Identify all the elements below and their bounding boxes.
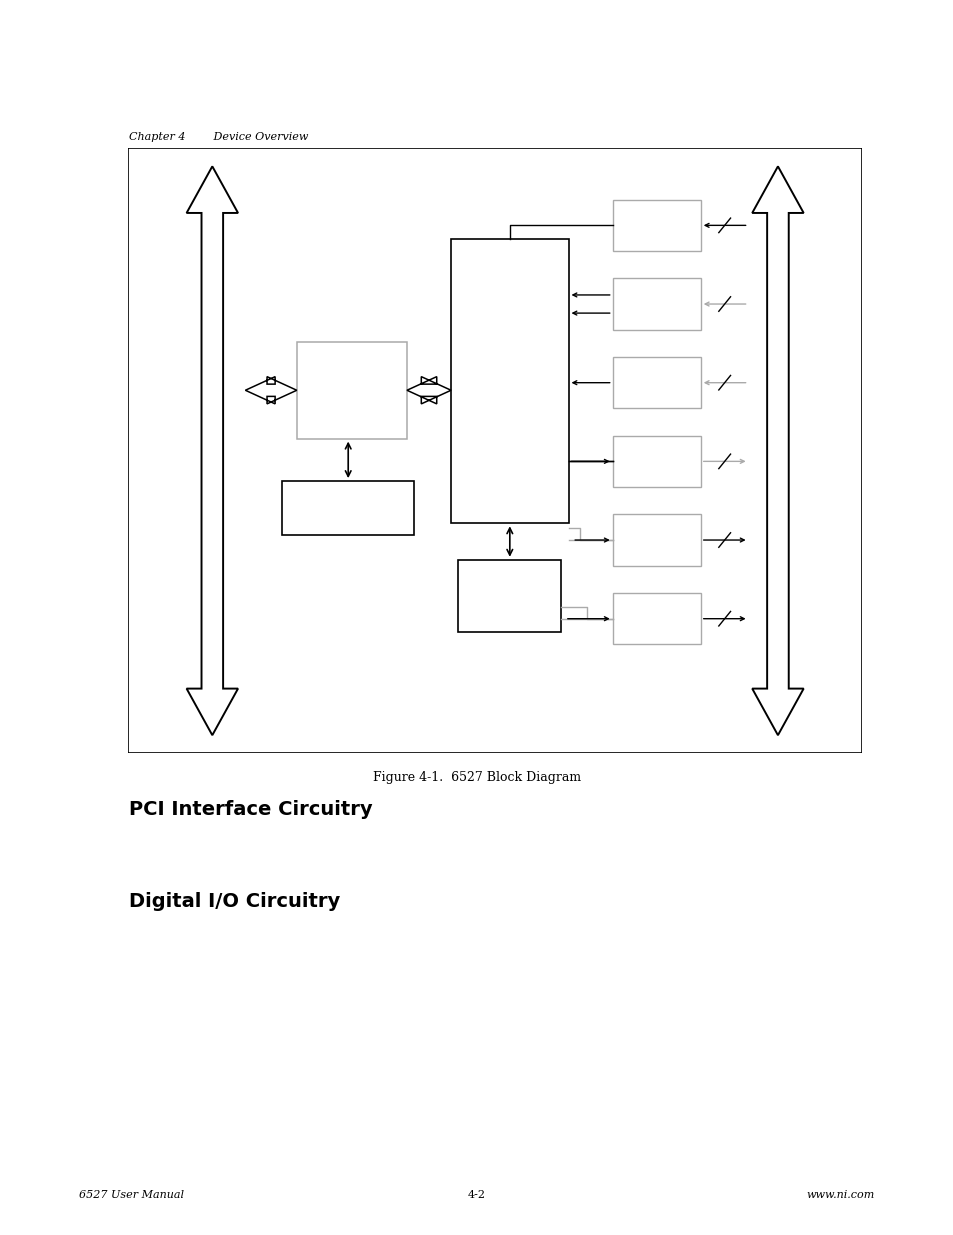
Polygon shape [751, 167, 802, 735]
Text: Figure 4-1.  6527 Block Diagram: Figure 4-1. 6527 Block Diagram [373, 771, 580, 784]
Bar [612, 200, 700, 251]
Bar [282, 482, 414, 536]
Bar [612, 436, 700, 487]
Bar [296, 342, 407, 438]
Text: 4-2: 4-2 [468, 1191, 485, 1200]
Polygon shape [407, 377, 451, 404]
Text: Digital I/O Circuitry: Digital I/O Circuitry [129, 892, 339, 910]
Polygon shape [245, 377, 296, 404]
Bar [612, 278, 700, 330]
Text: PCI Interface Circuitry: PCI Interface Circuitry [129, 800, 372, 819]
Bar [458, 559, 560, 632]
Text: www.ni.com: www.ni.com [805, 1191, 874, 1200]
Bar [612, 593, 700, 645]
Bar [612, 357, 700, 409]
Polygon shape [187, 167, 238, 735]
Bar [451, 240, 568, 524]
Text: Chapter 4        Device Overview: Chapter 4 Device Overview [129, 132, 308, 142]
Text: 6527 User Manual: 6527 User Manual [79, 1191, 184, 1200]
Bar [612, 514, 700, 566]
